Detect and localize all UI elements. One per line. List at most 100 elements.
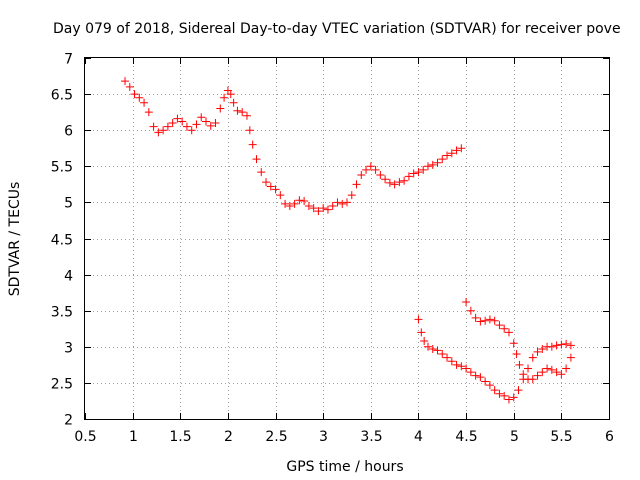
data-point (485, 381, 494, 390)
data-point (357, 170, 366, 179)
data-point (206, 121, 215, 130)
data-point (347, 191, 356, 200)
data-point (385, 178, 394, 187)
data-point (135, 93, 144, 102)
x-tick-label: 4 (414, 429, 423, 445)
data-point (163, 122, 172, 131)
x-tick-label: 6 (605, 429, 614, 445)
data-point (457, 144, 466, 153)
data-point (233, 106, 242, 115)
data-point (300, 196, 309, 205)
data-point (495, 321, 504, 330)
data-point (447, 149, 456, 158)
y-tick-label: 7 (64, 52, 73, 68)
y-tick-labels: 2 2.5 3 3.5 4 4.5 5 5.5 6 6.5 7 (51, 52, 73, 429)
data-point (476, 373, 485, 382)
data-point (182, 122, 191, 131)
data-point (144, 108, 153, 117)
data-point (562, 364, 571, 373)
x-tick-label: 5.5 (550, 429, 572, 445)
y-tick-label: 3 (64, 341, 73, 357)
data-point (371, 165, 380, 174)
data-point (338, 199, 347, 208)
x-tick-label: 5 (510, 429, 519, 445)
data-point (400, 176, 409, 185)
data-point (229, 98, 238, 107)
data-point (538, 368, 547, 377)
data-point (290, 199, 299, 208)
data-point (333, 198, 342, 207)
data-point (262, 178, 271, 187)
data-point (362, 165, 371, 174)
data-point (187, 126, 196, 135)
data-point (414, 168, 423, 177)
data-point (419, 165, 428, 174)
data-point (490, 386, 499, 395)
data-point (509, 393, 518, 402)
data-point (159, 126, 168, 135)
data-point (309, 204, 318, 213)
data-point (443, 151, 452, 160)
data-point (423, 342, 432, 351)
data-point (226, 90, 235, 99)
data-point (438, 350, 447, 359)
data-point (462, 364, 471, 373)
data-point (428, 160, 437, 169)
data-point (417, 328, 426, 337)
data-point (178, 117, 187, 126)
data-point (271, 185, 280, 194)
data-point (433, 158, 442, 167)
data-point (140, 98, 149, 107)
data-point (192, 120, 201, 129)
data-point (552, 368, 561, 377)
data-point (130, 90, 139, 99)
data-point (319, 204, 328, 213)
data-point (557, 370, 566, 379)
data-point (216, 104, 225, 113)
data-point (252, 155, 261, 164)
data-point (462, 298, 471, 307)
data-point (500, 324, 509, 333)
data-point (524, 364, 533, 373)
data-point (343, 198, 351, 207)
data-point (390, 180, 399, 189)
y-tick-label: 2.5 (51, 377, 73, 393)
grid-layer (85, 58, 609, 419)
data-point (404, 172, 413, 181)
data-point (514, 386, 523, 395)
plot-frame (84, 57, 610, 420)
data-point (566, 353, 575, 362)
x-tick-label: 0.5 (74, 429, 96, 445)
x-tick-label: 1.5 (169, 429, 191, 445)
data-point (257, 168, 266, 177)
data-point (352, 180, 361, 189)
data-point (314, 207, 323, 216)
data-point (481, 316, 490, 325)
data-point (557, 340, 566, 349)
data-point (304, 202, 313, 211)
data-point (528, 353, 537, 362)
x-axis-title: GPS time / hours (286, 459, 403, 475)
data-point (504, 395, 513, 404)
data-point (285, 202, 294, 211)
data-point (512, 350, 521, 359)
data-point (500, 391, 509, 400)
y-axis-title: SDTVAR / TECUs (7, 182, 23, 297)
data-point (245, 126, 254, 135)
x-tick-label: 3.5 (360, 429, 382, 445)
data-point (376, 170, 385, 179)
data-point (533, 347, 542, 356)
data-point (423, 162, 432, 171)
data-point (295, 196, 304, 205)
data-point (201, 117, 210, 126)
data-point (438, 155, 447, 164)
data-point (547, 342, 556, 351)
y-tick-label: 6 (64, 124, 73, 140)
data-point (495, 389, 504, 398)
x-tick-labels: 0.5 1 1.5 2 2.5 3 3.5 4 4.5 5 5.5 6 (74, 429, 614, 445)
x-tick-label: 3 (319, 429, 328, 445)
x-tick-label: 4.5 (455, 429, 477, 445)
data-point (433, 346, 442, 355)
data-points (121, 77, 575, 404)
